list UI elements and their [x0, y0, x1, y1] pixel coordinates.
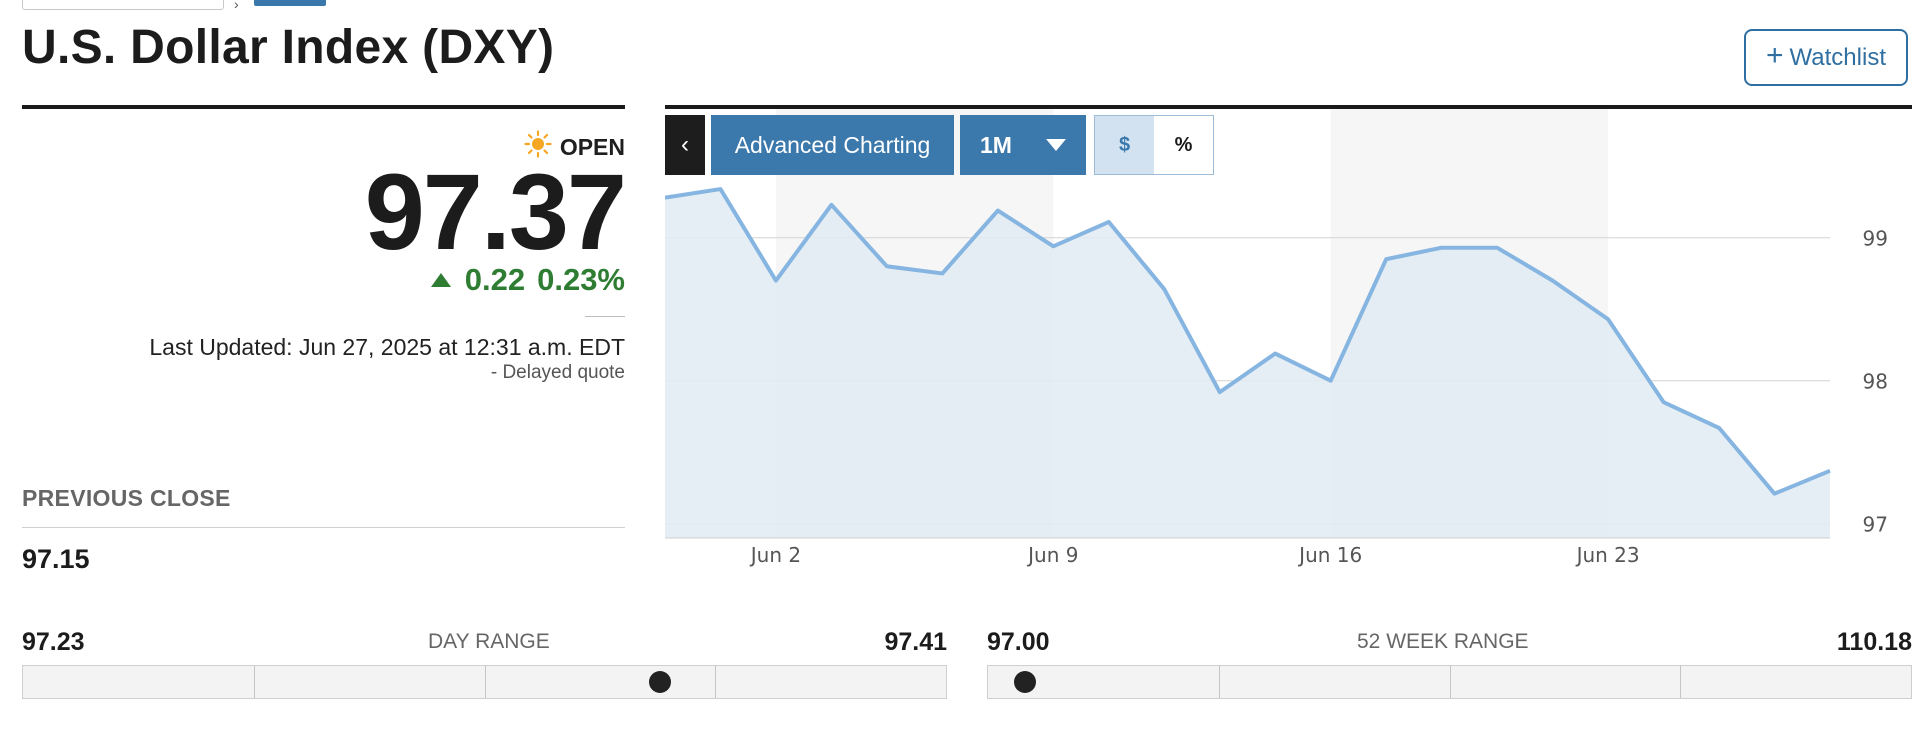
day-range-label: DAY RANGE: [428, 630, 550, 653]
caret-down-icon: [1046, 139, 1066, 151]
x-tick-label: Jun 9: [1026, 543, 1078, 567]
time-range-label: 1M: [980, 131, 1012, 158]
y-tick-label: 98: [1863, 370, 1888, 394]
change-divider: [585, 316, 625, 317]
week52-range-high: 110.18: [1836, 628, 1912, 656]
collapse-chart-button[interactable]: ‹: [665, 115, 705, 175]
price-area: [665, 189, 1830, 538]
chevron-left-icon: ‹: [681, 131, 689, 158]
x-tick-label: Jun 16: [1297, 543, 1362, 567]
price-line: [665, 187, 1831, 496]
current-price: 97.37: [364, 151, 627, 272]
change-value: 0.22: [464, 262, 526, 297]
delayed-quote-note: - Delayed quote: [490, 362, 625, 383]
chart-divider: [665, 105, 1912, 109]
day-range-low: 97.23: [22, 628, 85, 656]
sun-icon: [524, 130, 552, 164]
day-range-indicator: [648, 671, 671, 693]
week52-range-indicator: [1013, 671, 1036, 693]
time-range-dropdown[interactable]: 1M: [960, 115, 1086, 175]
price-chart[interactable]: 99 98 97 Jun 2 Jun 9 Jun 16 Jun 23: [665, 109, 1912, 590]
symbol-search-input[interactable]: [22, 0, 224, 10]
week52-range-label: 52 WEEK RANGE: [1357, 630, 1529, 653]
watchlist-button-label: Watchlist: [1789, 43, 1886, 71]
day-range-bar: [22, 665, 947, 699]
week52-range-bar: [987, 665, 1912, 699]
y-tick-label: 97: [1863, 513, 1888, 537]
add-to-watchlist-button[interactable]: + Watchlist: [1744, 29, 1908, 86]
x-tick-label: Jun 23: [1575, 543, 1640, 567]
search-button[interactable]: [254, 0, 326, 6]
up-arrow-icon: [430, 273, 451, 287]
search-separator: ›: [234, 0, 239, 12]
day-range-high: 97.41: [884, 628, 947, 656]
market-status: OPEN: [524, 130, 625, 164]
previous-close-value: 97.15: [22, 544, 90, 574]
x-tick-label: Jun 2: [749, 543, 801, 567]
y-tick-label: 99: [1863, 227, 1888, 251]
price-chart-svg: 99 98 97 Jun 2 Jun 9 Jun 16 Jun 23: [665, 109, 1888, 567]
chart-toolbar: ‹ Advanced Charting 1M $ %: [665, 115, 1214, 175]
price-change: 0.22 0.23%: [430, 262, 625, 298]
plus-icon: +: [1766, 39, 1784, 72]
value-mode-toggle: $ %: [1094, 115, 1214, 175]
dollar-mode-button[interactable]: $: [1095, 116, 1154, 174]
page-title: U.S. Dollar Index (DXY): [22, 21, 555, 74]
percent-mode-button[interactable]: %: [1154, 116, 1213, 174]
advanced-charting-button[interactable]: Advanced Charting: [711, 115, 954, 175]
change-percent: 0.23%: [537, 262, 625, 297]
quote-divider: [22, 105, 625, 109]
previous-close-label: PREVIOUS CLOSE: [22, 485, 231, 511]
week52-range-low: 97.00: [987, 628, 1050, 656]
market-status-label: OPEN: [559, 133, 625, 160]
previous-close-divider: [22, 527, 625, 528]
last-updated: Last Updated: Jun 27, 2025 at 12:31 a.m.…: [149, 334, 625, 360]
